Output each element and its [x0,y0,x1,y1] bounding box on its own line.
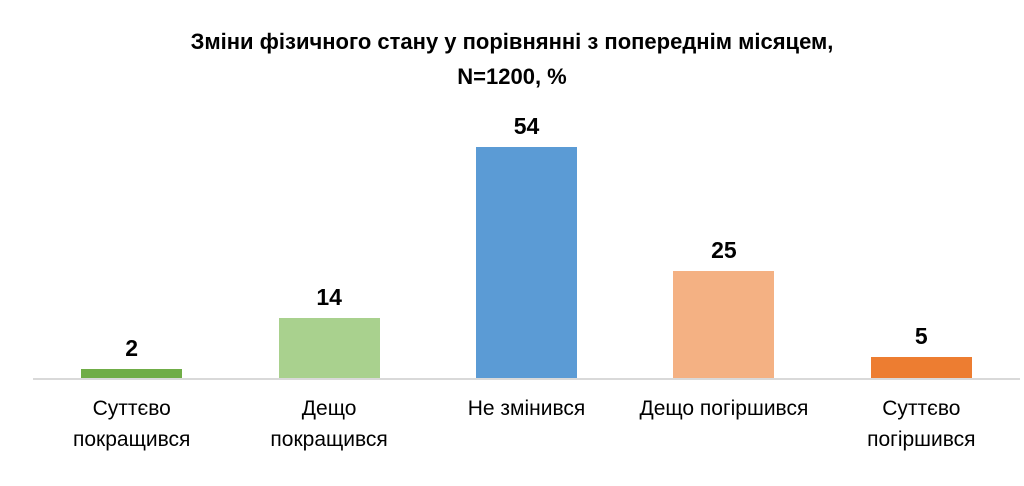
chart-title: Зміни фізичного стану у порівнянні з поп… [190,29,834,89]
x-axis-line [33,378,1020,380]
bar-value-label: 2 [125,335,139,361]
bar-column-somewhat-improved: 14 [230,112,427,378]
bar-somewhat-improved [278,318,380,378]
bar-somewhat-worsened [673,271,775,378]
bar-value-label: 25 [711,237,737,263]
category-label-somewhat-worsened: Дещо погіршився [639,397,809,420]
bar-column-significantly-improved: 2 [33,112,230,378]
bar-column-no-change: 54 [428,112,625,378]
bar-no-change [476,147,578,378]
bar-significantly-worsened [870,357,972,378]
bar-value-label: 54 [513,113,540,139]
category-label-significantly-improved: Суттєво покращився [73,397,191,451]
category-label-no-change: Не змінився [467,397,586,420]
category-label-significantly-worsened: Суттєво погіршився [867,397,976,451]
plot-area: 2 14 54 25 5 [33,112,1020,378]
bar-significantly-improved [81,369,183,378]
bar-value-label: 14 [316,284,342,310]
category-axis: Суттєво покращився Дещо покращився Не зм… [33,393,1020,455]
bar-column-somewhat-worsened: 25 [625,112,822,378]
bar-column-significantly-worsened: 5 [823,112,1020,378]
category-label-somewhat-improved: Дещо покращився [270,397,388,451]
bar-value-label: 5 [914,323,928,349]
